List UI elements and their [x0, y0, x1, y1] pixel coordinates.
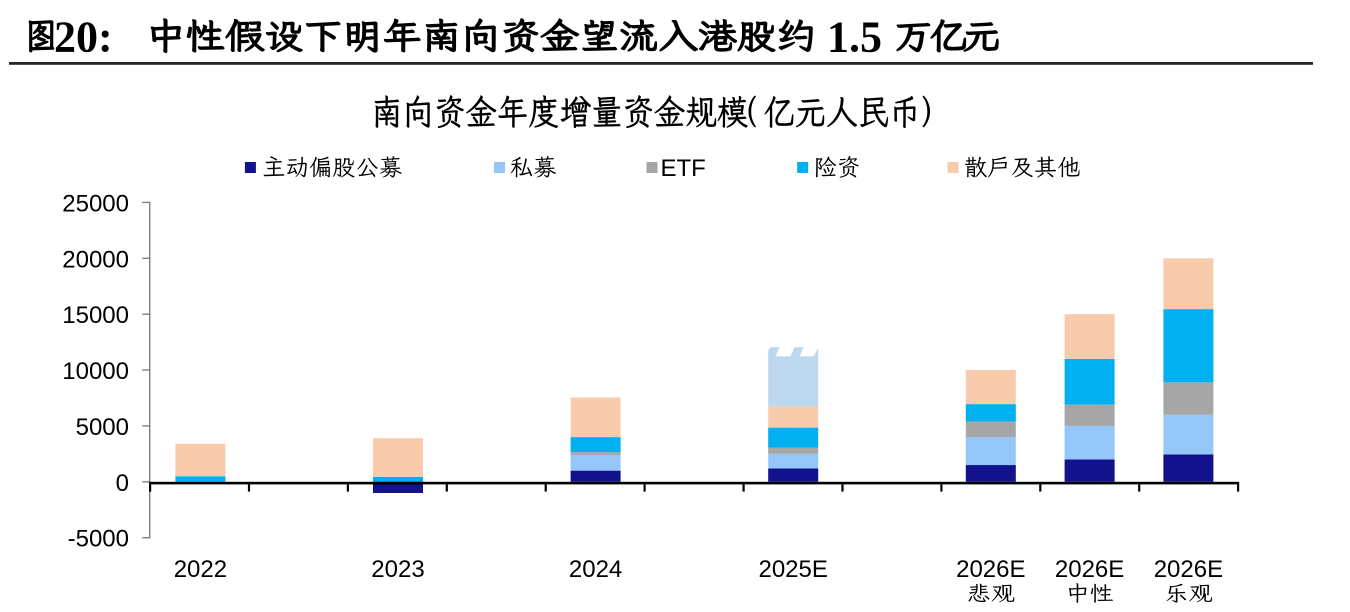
svg-text:ETF: ETF	[661, 155, 706, 182]
svg-text:15000: 15000	[62, 302, 129, 329]
svg-text:10000: 10000	[62, 358, 129, 385]
svg-text:5000: 5000	[76, 414, 129, 441]
svg-text:2026E: 2026E	[956, 556, 1025, 583]
svg-text:2022: 2022	[174, 556, 227, 583]
svg-text:2023: 2023	[371, 556, 424, 583]
svg-text:2026E: 2026E	[1154, 556, 1223, 583]
svg-text:1.5: 1.5	[827, 13, 882, 62]
svg-text:2026E: 2026E	[1055, 556, 1124, 583]
svg-text:25000: 25000	[62, 190, 129, 217]
svg-text:2024: 2024	[569, 556, 622, 583]
svg-text:-5000: -5000	[68, 526, 129, 553]
svg-text:0: 0	[116, 470, 129, 497]
svg-text:20000: 20000	[62, 246, 129, 273]
svg-text:20:: 20:	[54, 13, 113, 62]
svg-text:2025E: 2025E	[758, 556, 827, 583]
